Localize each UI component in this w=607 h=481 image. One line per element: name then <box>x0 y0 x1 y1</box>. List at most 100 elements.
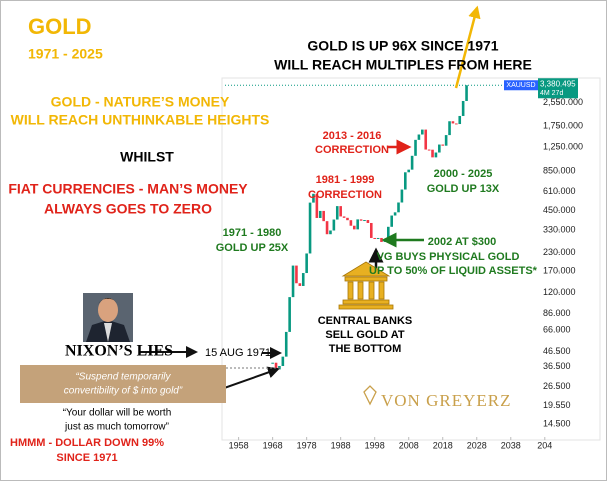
y-tick-label: 36.500 <box>543 361 571 371</box>
last-price: 3,380.495 <box>540 79 576 88</box>
candle <box>312 193 315 203</box>
candle <box>288 297 291 332</box>
candle <box>349 220 353 226</box>
annotation: GOLD - NATURE’S MONEY <box>51 94 230 110</box>
annotation: HMMM - DOLLAR DOWN 99% <box>10 437 164 449</box>
candle <box>329 230 332 235</box>
candle <box>438 144 441 153</box>
annotation: SINCE 1971 <box>56 452 117 464</box>
annotation: UP TO 50% OF LIQUID ASSETS* <box>369 265 538 277</box>
candle <box>284 331 288 357</box>
candle <box>448 121 451 136</box>
brand: VON GREYERZ <box>381 391 511 410</box>
candle <box>359 219 363 221</box>
candle <box>274 362 278 370</box>
countdown: 4M 27d <box>540 90 563 97</box>
annotation: WHILST <box>120 149 174 165</box>
candle <box>363 220 366 222</box>
annotation: 15 AUG 1971 <box>205 347 271 359</box>
annotation: THE BOTTOM <box>329 343 402 355</box>
annotation: CORRECTION <box>315 144 389 156</box>
y-tick-label: 450.000 <box>543 205 576 215</box>
candle <box>356 219 359 230</box>
portrait <box>83 293 133 342</box>
annotation: FIAT CURRENCIES - MAN’S MONEY <box>8 181 248 197</box>
candle <box>455 123 458 125</box>
annotation: 2000 - 2025 <box>434 168 493 180</box>
candle <box>352 225 356 230</box>
symbol: XAUUSD <box>506 82 535 89</box>
x-tick-label: 2028 <box>467 440 487 450</box>
annotation: SELL GOLD AT <box>325 329 405 341</box>
candle <box>414 139 417 156</box>
y-tick-label: 26.500 <box>543 381 571 391</box>
candle <box>410 155 414 170</box>
candle <box>397 202 400 213</box>
candle <box>318 210 322 218</box>
bank-icon <box>338 261 394 310</box>
y-tick-label: 14.500 <box>543 419 571 429</box>
candle <box>295 265 298 284</box>
candle <box>434 152 438 158</box>
candle <box>366 220 370 223</box>
annotation: ALWAYS GOES TO ZERO <box>44 201 212 217</box>
candle <box>369 222 373 238</box>
candle <box>281 356 285 366</box>
candle <box>465 85 468 101</box>
quote: just as much tomorrow” <box>64 422 169 433</box>
candle <box>461 100 465 116</box>
y-tick-label: 46.500 <box>543 346 571 356</box>
y-tick-label: 850.000 <box>543 165 576 175</box>
price-tag <box>538 78 578 99</box>
subtitle: 1971 - 2025 <box>28 46 103 62</box>
y-tick-label: 230.000 <box>543 247 576 257</box>
x-tick-label: 204 <box>537 440 552 450</box>
quote: “Your dollar will be worth <box>63 408 172 419</box>
y-tick-label: 19.550 <box>543 400 571 410</box>
candle <box>342 216 346 218</box>
x-tick-label: 1968 <box>263 440 283 450</box>
y-tick-label: 610.000 <box>543 186 576 196</box>
candle <box>308 202 312 254</box>
y-tick-label: 1,250.000 <box>543 141 583 151</box>
candle <box>271 362 274 364</box>
candle <box>332 219 336 231</box>
candle <box>431 149 434 158</box>
headline: WILL REACH MULTIPLES FROM HERE <box>274 57 532 73</box>
candle <box>386 226 390 241</box>
headline: GOLD IS UP 96X SINCE 1971 <box>307 38 498 54</box>
candle <box>373 237 376 239</box>
x-tick-label: 2018 <box>433 440 453 450</box>
logo <box>363 385 377 406</box>
candle <box>458 115 462 125</box>
y-tick-label: 2,550.000 <box>543 97 583 107</box>
annotation: 2013 - 2016 <box>323 130 382 142</box>
candle <box>305 253 308 274</box>
y-tick-label: 330.000 <box>543 224 576 234</box>
annotation: GOLD UP 25X <box>216 242 289 254</box>
annotation: CORRECTION <box>308 189 382 201</box>
quote-box <box>20 365 226 403</box>
candle <box>421 129 424 135</box>
candle <box>376 237 380 239</box>
candle <box>407 169 411 173</box>
quote: “Suspend temporarily <box>75 372 171 383</box>
candle <box>390 215 394 227</box>
symbol-tag <box>504 80 538 91</box>
candle <box>393 212 397 216</box>
candle <box>424 129 428 150</box>
y-tick-label: 120.000 <box>543 287 576 297</box>
annotation: GOLD UP 13X <box>427 183 500 195</box>
candle <box>339 206 342 217</box>
candle <box>404 172 407 190</box>
candle <box>441 144 445 146</box>
annotation: NIXON’S LIES <box>65 343 173 360</box>
candle <box>301 273 305 286</box>
candle <box>325 221 329 235</box>
candle <box>380 237 383 242</box>
candle <box>298 283 302 286</box>
candle <box>335 206 339 220</box>
x-tick-label: 1958 <box>229 440 249 450</box>
candle <box>427 149 431 151</box>
